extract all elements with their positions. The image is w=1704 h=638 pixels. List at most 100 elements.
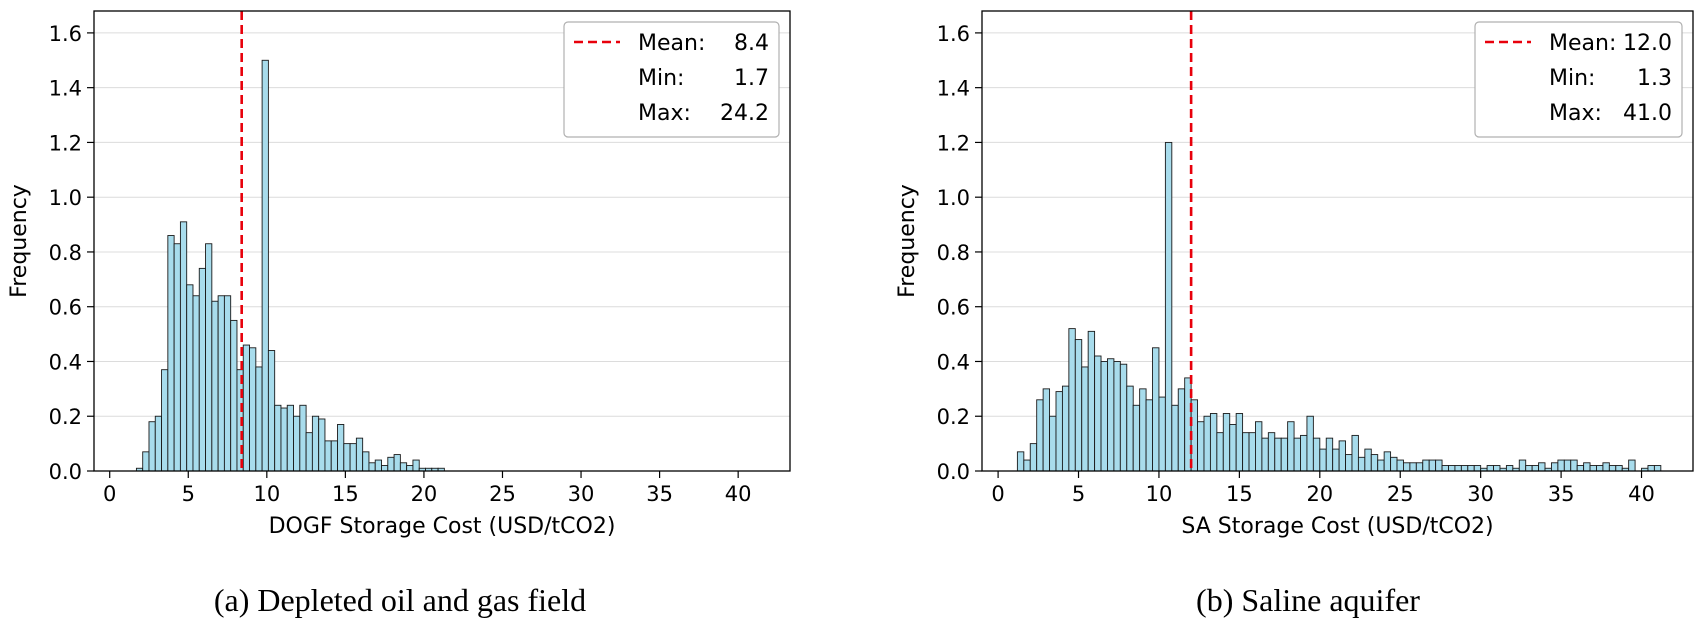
histogram-bar (1338, 440, 1346, 472)
legend-max-value: 41.0 (1623, 101, 1672, 126)
legend-min-value: 1.3 (1637, 66, 1672, 91)
histogram-bar (1563, 459, 1572, 472)
histogram-bar (1448, 465, 1456, 472)
x-tick-label: 30 (1467, 482, 1494, 506)
x-tick-label: 35 (646, 482, 673, 506)
x-tick-label: 40 (1628, 482, 1655, 506)
x-tick-label: 20 (1306, 482, 1333, 506)
histogram-bar (154, 415, 163, 472)
legend-mean-label: Mean: (1549, 31, 1616, 56)
histogram-bar (343, 443, 351, 472)
legend-max-label: Max: (638, 101, 691, 126)
panel-sa: 0 5 10 15 20 25 30 35 40 0.0 0.2 0.4 0.6 0.8 1.0 1.2 1.… (895, 10, 1694, 618)
histogram-bar (179, 221, 188, 472)
legend-box (563, 21, 780, 138)
histogram-bar (305, 432, 313, 472)
histogram-bar (280, 407, 288, 472)
y-tick-label: 0.2 (937, 405, 970, 429)
histogram-bar (1319, 448, 1327, 472)
histogram-bar (249, 347, 257, 472)
y-tick-label: 1.4 (937, 77, 970, 101)
histogram-bar (192, 295, 200, 472)
histogram-bar (311, 415, 320, 472)
y-tick-label: 1.4 (49, 77, 82, 101)
histogram-bar (1570, 459, 1578, 472)
histogram-bar (1242, 432, 1250, 472)
histogram-bar (1332, 448, 1340, 472)
histogram-bar (349, 443, 357, 472)
histogram-bar (1023, 459, 1031, 472)
histogram-bar (1467, 465, 1475, 472)
y-tick-label: 0.0 (937, 460, 970, 484)
legend-mean-label: Mean: (638, 31, 705, 56)
histogram-bar (1531, 465, 1540, 472)
histogram-bar (1628, 459, 1636, 472)
histogram-bar (1415, 462, 1424, 472)
histogram-bar (148, 421, 156, 472)
histogram-bar (186, 284, 194, 472)
x-tick-label: 30 (568, 482, 595, 506)
histogram-bar (1145, 399, 1153, 472)
histogram-bar (223, 295, 232, 472)
x-tick-label: 25 (489, 482, 516, 506)
x-tick-label: 20 (411, 482, 438, 506)
x-tick-label: 15 (332, 482, 359, 506)
histogram-bar (261, 59, 269, 472)
histogram-bar (1364, 448, 1372, 472)
y-tick-label: 1.2 (937, 131, 970, 155)
histogram-bar (1312, 437, 1321, 472)
gridlines (982, 32, 1693, 417)
y-axis-label: Frequency (895, 184, 920, 298)
y-tick-label: 1.0 (49, 186, 82, 210)
histogram-bar (1403, 462, 1411, 472)
y-tick-label: 0.4 (937, 350, 970, 374)
histogram-bar (393, 454, 401, 472)
histogram-bar (1087, 330, 1096, 472)
histogram-bar (1235, 413, 1244, 472)
y-tick-label: 0.8 (49, 241, 82, 265)
histogram-bar (1589, 465, 1597, 472)
histogram-bar (1216, 432, 1224, 472)
histogram-bar (1261, 437, 1269, 472)
plot-frame (981, 10, 1694, 472)
histogram-bar (242, 344, 250, 472)
histogram-bar (1074, 339, 1083, 472)
histogram-bar (1486, 465, 1494, 472)
histogram-bar (1473, 465, 1482, 472)
x-tick-label: 5 (182, 482, 195, 506)
histogram-bar (374, 459, 382, 472)
histogram-bar (142, 451, 150, 472)
histogram-bar (1357, 456, 1366, 472)
plot-frame (93, 10, 791, 472)
y-tick-label: 0.6 (49, 296, 82, 320)
x-tick-label: 35 (1548, 482, 1575, 506)
x-tick-label: 0 (103, 482, 116, 506)
histogram-bar (362, 451, 370, 472)
histogram-bar (1557, 459, 1565, 472)
histogram-bar (1164, 141, 1173, 472)
histogram-bar (1441, 465, 1449, 472)
x-axis-ticks: 0 5 10 15 20 25 30 35 40 (103, 471, 752, 506)
x-tick-label: 10 (253, 482, 280, 506)
histogram-bar (412, 459, 420, 472)
y-tick-label: 1.6 (49, 22, 82, 46)
legend: Mean: 8.4 Min: 1.7 Max: 24.2 (563, 21, 780, 138)
histogram-bar (1377, 459, 1385, 472)
histogram-bar (1209, 413, 1218, 472)
histogram-bar (1383, 451, 1392, 472)
histogram-bar (1602, 462, 1610, 472)
x-tick-label: 10 (1146, 482, 1173, 506)
histogram-bar (1158, 396, 1166, 472)
histogram-bar (324, 440, 332, 472)
histogram-bar (1396, 459, 1404, 472)
y-axis-ticks: 0.0 0.2 0.4 0.6 0.8 1.0 1.2 1.4 1.6 (937, 22, 982, 484)
legend-min-value: 1.7 (734, 66, 769, 91)
histogram-bar (1222, 413, 1231, 472)
histogram-bar (381, 465, 389, 472)
histogram-bar (1036, 399, 1044, 472)
histogram-bar (1325, 437, 1334, 472)
histogram-bar (1435, 459, 1443, 472)
histogram-bar (387, 456, 395, 472)
histogram-bar (1113, 361, 1121, 472)
